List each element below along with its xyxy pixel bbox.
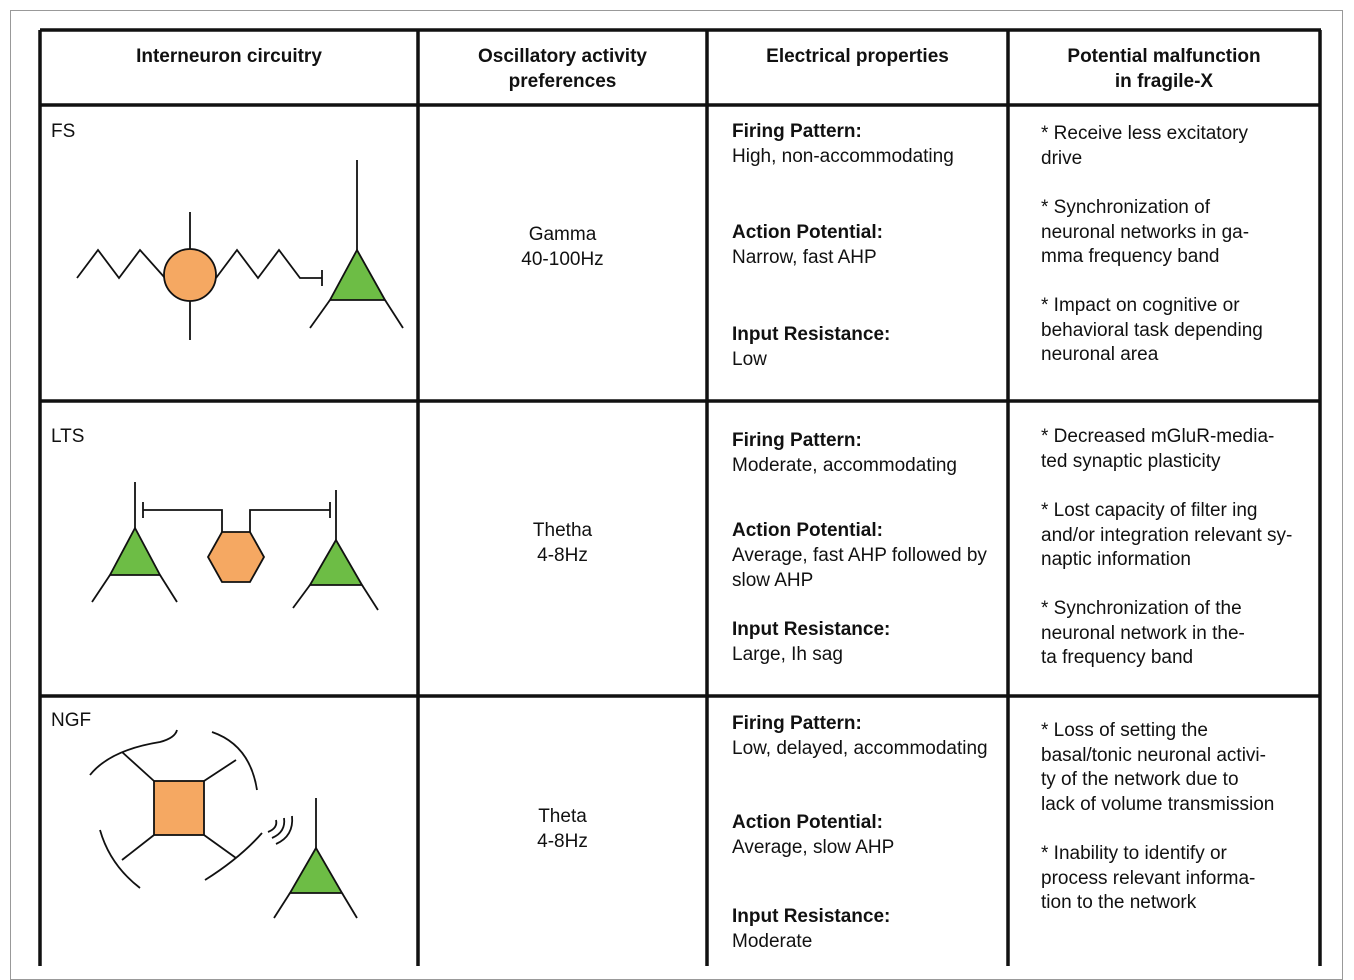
malfunction-item: * Synchronization of the neuronal networ…	[1041, 598, 1245, 668]
lts-diagram	[91, 482, 379, 611]
oscillation: Theta 4-8Hz	[537, 806, 588, 852]
property-name: Input Resistance:	[732, 324, 891, 345]
property-value: Average, slow AHP	[732, 837, 895, 858]
malfunction-item: * Inability to identify or process relev…	[1041, 843, 1256, 913]
property-name: Firing Pattern:	[732, 121, 862, 142]
property-name: Action Potential:	[732, 812, 883, 833]
malfunction-item: * Decreased mGluR-media- ted synaptic pl…	[1041, 426, 1275, 472]
property-name: Action Potential:	[732, 222, 883, 243]
property-value: Moderate, accommodating	[732, 455, 957, 476]
header-cell: Potential malfunction in fragile-X	[1067, 46, 1261, 92]
property-value: Moderate	[732, 931, 813, 952]
property-value: High, non-accommodating	[732, 146, 954, 167]
header-cell: Oscillatory activity preferences	[478, 46, 647, 92]
header-cell: Electrical properties	[766, 46, 949, 67]
fs-diagram	[76, 160, 404, 340]
malfunction-item: * Synchronization of neuronal networks i…	[1041, 197, 1250, 267]
oscillation: Thetha 4-8Hz	[532, 520, 593, 566]
ngf-diagram	[89, 729, 358, 919]
property-value: Low, delayed, accommodating	[732, 738, 988, 759]
row-label: NGF	[51, 710, 92, 731]
row-label: FS	[51, 121, 76, 142]
property-name: Firing Pattern:	[732, 713, 862, 734]
property-value: Low	[732, 349, 767, 370]
property-value: Narrow, fast AHP	[732, 247, 877, 268]
row-label: LTS	[51, 426, 85, 447]
malfunction-item: * Receive less excitatory drive	[1041, 123, 1248, 169]
property-name: Input Resistance:	[732, 619, 891, 640]
malfunction-item: * Loss of setting the basal/tonic neuron…	[1041, 720, 1275, 815]
malfunction-item: * Lost capacity of filter ing and/or int…	[1041, 500, 1293, 570]
property-name: Action Potential:	[732, 520, 883, 541]
malfunction-item: * Impact on cognitive or behavioral task…	[1041, 295, 1263, 365]
header-cell: Interneuron circuitry	[136, 46, 322, 67]
property-name: Input Resistance:	[732, 906, 891, 927]
oscillation: Gamma 40-100Hz	[521, 224, 604, 270]
property-name: Firing Pattern:	[732, 430, 862, 451]
property-value: Large, Ih sag	[732, 644, 843, 665]
property-value: Average, fast AHP followed by slow AHP	[732, 545, 987, 591]
